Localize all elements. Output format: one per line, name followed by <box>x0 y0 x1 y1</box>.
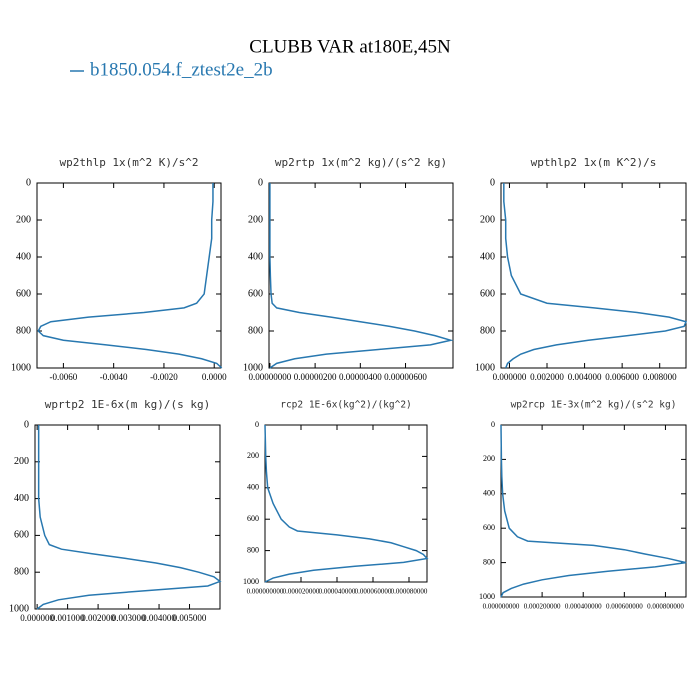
y-tick-label: 600 <box>247 514 259 523</box>
x-tick-label: 0.000400000 <box>565 603 602 611</box>
x-tick-label: 0.003000 <box>112 613 146 623</box>
y-tick-label: 1000 <box>243 362 263 373</box>
y-tick-label: 0 <box>258 177 263 188</box>
y-tick-label: 400 <box>483 489 495 498</box>
y-tick-label: 800 <box>248 325 263 336</box>
y-tick-label: 200 <box>480 214 495 225</box>
panel-title: wp2thlp 1x(m^2 K)/s^2 <box>59 156 198 169</box>
panel-title: wprtp2 1E-6x(m kg)/(s kg) <box>45 398 211 411</box>
profile-line <box>500 424 687 598</box>
x-tick-label: 0.000000 <box>20 613 54 623</box>
y-tick-label: 400 <box>14 493 29 504</box>
x-tick-label: 0.000800000 <box>647 603 684 611</box>
plot-frame <box>500 182 687 369</box>
profile-line <box>36 425 222 610</box>
x-tick-label: 0.00000200 <box>294 372 337 382</box>
y-tick-label: 1000 <box>11 362 31 373</box>
plot-frame <box>500 424 687 598</box>
y-tick-label: 1000 <box>479 592 495 601</box>
x-tick-label: 0.000080000 <box>391 588 428 596</box>
x-tick-label: 0.0000 <box>202 372 227 382</box>
x-tick-label: -0.0020 <box>150 372 178 382</box>
y-tick-label: 1000 <box>9 603 29 614</box>
x-tick-label: 0.001000 <box>51 613 85 623</box>
x-tick-label: 0.000000 <box>493 372 527 382</box>
x-tick-label: 0.000200000 <box>524 603 561 611</box>
y-tick-label: 800 <box>16 325 31 336</box>
x-tick-label: -0.0060 <box>50 372 78 382</box>
profile-line <box>269 183 454 369</box>
y-tick-label: 0 <box>491 420 495 429</box>
y-tick-label: 1000 <box>243 577 259 586</box>
y-tick-label: 1000 <box>475 362 495 373</box>
y-tick-label: 200 <box>14 456 29 467</box>
x-tick-label: 0.000000000 <box>247 588 284 596</box>
profile-line <box>503 183 688 369</box>
profile-line <box>264 424 429 583</box>
x-tick-label: 0.000000000 <box>483 603 520 611</box>
y-tick-label: 0 <box>490 177 495 188</box>
y-tick-label: 0 <box>255 420 259 429</box>
panel-title: rcp2 1E-6x(kg^2)/(kg^2) <box>280 400 412 411</box>
plot-frame <box>34 424 221 610</box>
figure-title: CLUBB VAR at180E,45N <box>249 36 451 57</box>
profile-line <box>37 183 223 369</box>
y-tick-label: 0 <box>26 177 31 188</box>
y-tick-label: 400 <box>248 251 263 262</box>
x-tick-label: 0.000600000 <box>606 603 643 611</box>
y-tick-label: 200 <box>247 451 259 460</box>
plot-frame <box>268 182 454 369</box>
x-tick-label: 0.00000400 <box>339 372 382 382</box>
y-tick-label: 800 <box>483 557 495 566</box>
x-tick-label: 0.00000600 <box>384 372 427 382</box>
x-tick-label: 0.002000 <box>530 372 564 382</box>
plot-frame <box>264 424 428 583</box>
legend-text: b1850.054.f_ztest2e_2b <box>90 59 273 80</box>
panel-title: wpthlp2 1x(m K^2)/s <box>531 156 657 169</box>
x-tick-label: 0.000020000 <box>283 588 320 596</box>
x-tick-label: -0.0040 <box>100 372 128 382</box>
y-tick-label: 0 <box>24 419 29 430</box>
y-tick-label: 800 <box>247 545 259 554</box>
x-tick-label: 0.004000 <box>142 613 176 623</box>
y-tick-label: 400 <box>247 483 259 492</box>
y-tick-label: 800 <box>480 325 495 336</box>
x-tick-label: 0.002000 <box>81 613 115 623</box>
y-tick-label: 600 <box>14 530 29 541</box>
x-tick-label: 0.008000 <box>643 372 677 382</box>
x-tick-label: 0.005000 <box>173 613 207 623</box>
x-tick-label: 0.000060000 <box>355 588 392 596</box>
x-tick-label: 0.004000 <box>568 372 602 382</box>
x-tick-label: 0.000040000 <box>319 588 356 596</box>
x-tick-label: 0.006000 <box>605 372 639 382</box>
y-tick-label: 200 <box>248 214 263 225</box>
plot-frame <box>36 182 222 369</box>
y-tick-label: 600 <box>483 523 495 532</box>
y-tick-label: 400 <box>480 251 495 262</box>
panel-title: wp2rtp 1x(m^2 kg)/(s^2 kg) <box>275 156 447 169</box>
y-tick-label: 200 <box>16 214 31 225</box>
y-tick-label: 800 <box>14 566 29 577</box>
y-tick-label: 600 <box>248 288 263 299</box>
x-tick-label: 0.00000000 <box>249 372 292 382</box>
y-tick-label: 400 <box>16 251 31 262</box>
panel-title: wp2rcp 1E-3x(m^2 kg)/(s^2 kg) <box>511 400 677 411</box>
y-tick-label: 600 <box>480 288 495 299</box>
y-tick-label: 600 <box>16 288 31 299</box>
y-tick-label: 200 <box>483 454 495 463</box>
